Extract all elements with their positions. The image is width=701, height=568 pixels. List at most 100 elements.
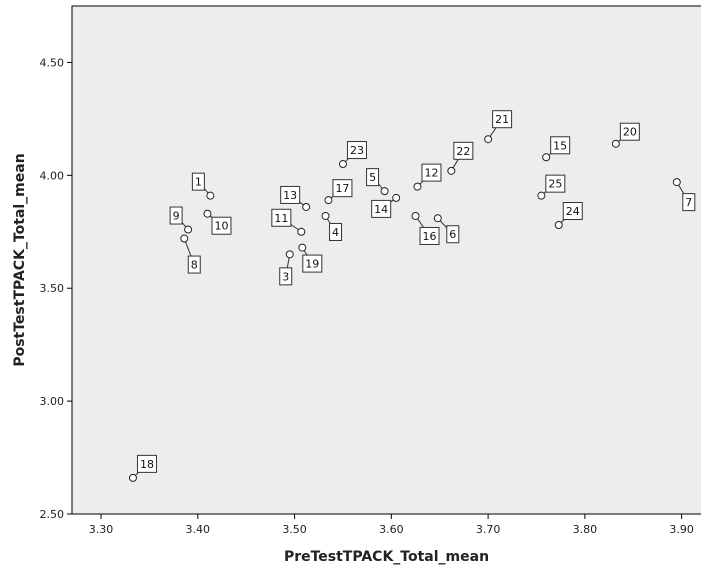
point-marker [447, 166, 456, 175]
data-point: 7 [672, 178, 696, 212]
point-label-box [446, 225, 460, 244]
y-tick-label: 3.00 [40, 395, 65, 408]
y-tick-label: 4.00 [40, 169, 65, 182]
point-label-box [682, 193, 696, 212]
point-marker [298, 243, 307, 252]
data-point: 18 [128, 454, 157, 482]
point-label: 23 [350, 144, 364, 157]
point-label-box [329, 222, 343, 241]
data-point: 9 [169, 206, 193, 234]
x-tick-label: 3.90 [669, 523, 694, 536]
point-label-box [419, 226, 440, 245]
y-axis: 2.50 3.00 3.50 4.00 4.50 [40, 56, 72, 521]
point-label-box [271, 208, 292, 227]
point-label: 5 [369, 171, 376, 184]
point-marker [380, 187, 389, 196]
data-point: 6 [433, 214, 460, 244]
x-tick-label: 3.40 [186, 523, 211, 536]
point-label: 19 [305, 258, 319, 271]
x-axis: 3.30 3.40 3.50 3.60 3.70 3.80 3.90 [89, 514, 694, 536]
y-tick-label: 3.50 [40, 282, 65, 295]
point-label-box [191, 172, 205, 191]
data-point: 11 [271, 208, 306, 236]
x-tick-label: 3.70 [476, 523, 501, 536]
point-label-box [302, 254, 323, 273]
data-point: 20 [611, 122, 640, 148]
data-point: 8 [180, 234, 201, 274]
point-marker [411, 211, 420, 220]
point-marker [542, 153, 551, 162]
point-label: 10 [214, 220, 228, 233]
point-marker [338, 160, 347, 169]
point-label-box [371, 199, 392, 218]
point-label-box [550, 136, 571, 155]
data-point: 17 [324, 179, 353, 205]
point-label: 21 [495, 113, 509, 126]
point-label-box [187, 255, 201, 274]
point-label-box [421, 163, 442, 182]
data-point: 19 [298, 243, 323, 273]
data-point: 4 [321, 211, 343, 241]
y-tick-label: 4.50 [40, 56, 65, 69]
point-marker [433, 214, 442, 223]
data-point: 24 [554, 202, 583, 230]
point-label-box [279, 267, 293, 286]
point-label: 18 [140, 458, 154, 471]
point-label-box [545, 174, 566, 193]
point-label-box [211, 216, 232, 235]
point-label: 20 [623, 126, 637, 139]
data-point: 15 [542, 136, 571, 162]
data-point: 10 [203, 209, 232, 235]
data-point: 14 [371, 193, 401, 218]
point-marker [554, 221, 563, 230]
point-marker [611, 139, 620, 148]
point-marker [285, 250, 294, 259]
point-label: 14 [374, 203, 388, 216]
point-label: 8 [191, 259, 198, 272]
point-label: 11 [274, 212, 288, 225]
point-marker [297, 227, 306, 236]
point-marker [128, 473, 137, 482]
point-label-box [453, 141, 474, 160]
point-label-box [169, 206, 183, 225]
point-marker [180, 234, 189, 243]
y-tick-label: 2.50 [40, 508, 65, 521]
point-marker [302, 202, 311, 211]
point-marker [672, 178, 681, 187]
point-marker [324, 196, 333, 205]
point-marker [184, 225, 193, 234]
y-axis-title: PostTestTPACK_Total_mean [12, 153, 28, 366]
data-point: 5 [366, 168, 389, 196]
plot-area [71, 5, 701, 515]
point-label: 6 [449, 228, 456, 241]
data-point: 16 [411, 211, 440, 245]
point-label: 12 [424, 167, 438, 180]
data-point: 13 [280, 185, 311, 211]
point-marker [321, 211, 330, 220]
point-label-box [280, 185, 301, 204]
x-tick-label: 3.80 [573, 523, 598, 536]
point-marker [413, 182, 422, 191]
point-marker [537, 191, 546, 200]
x-tick-label: 3.60 [379, 523, 404, 536]
x-axis-title: PreTestTPACK_Total_mean [284, 549, 489, 565]
point-label: 13 [283, 189, 297, 202]
point-label-box [619, 122, 640, 141]
x-tick-label: 3.30 [89, 523, 114, 536]
point-marker [484, 135, 493, 144]
point-marker [392, 193, 401, 202]
point-marker [203, 209, 212, 218]
point-label-box [562, 202, 583, 221]
point-label-box [366, 168, 380, 187]
data-point: 1 [191, 172, 215, 200]
point-marker [206, 191, 215, 200]
data-point: 25 [537, 174, 566, 200]
point-label: 4 [332, 226, 339, 239]
data-point: 23 [338, 141, 367, 169]
point-label: 1 [195, 176, 202, 189]
x-tick-label: 3.50 [282, 523, 307, 536]
point-label: 22 [456, 145, 470, 158]
data-point: 22 [447, 141, 474, 175]
